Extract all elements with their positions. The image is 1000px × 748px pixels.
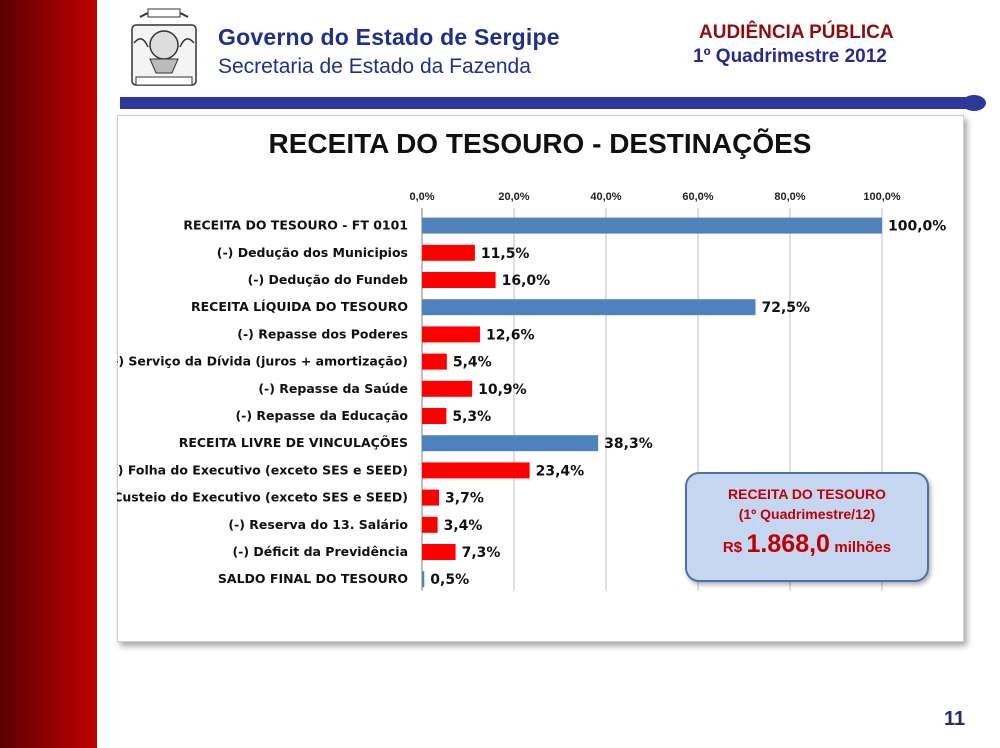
state-coat-of-arms-icon — [131, 8, 197, 86]
category-label: (-) Dedução do Fundeb — [248, 272, 408, 287]
category-label: (-) Dedução dos Municipios — [217, 245, 408, 260]
bar — [422, 544, 456, 560]
chart-title: RECEITA DO TESOURO - DESTINAÇÕES — [268, 128, 812, 159]
org-title: Governo do Estado de Sergipe — [218, 24, 560, 50]
data-label: 23,4% — [536, 463, 585, 479]
page-number: 11 — [944, 708, 966, 730]
x-tick-label: 60,0% — [682, 191, 713, 203]
callout-unit: milhões — [834, 539, 892, 556]
bar — [422, 244, 475, 261]
bar-chart: 0,0% 20,0% 40,0% 60,0% 80,0% 100,0% RECEITA DO… — [117, 191, 946, 591]
data-label: 3,4% — [444, 518, 483, 534]
data-label: 7,3% — [462, 545, 501, 561]
bar — [422, 299, 756, 316]
x-tick-label: 40,0% — [590, 191, 621, 203]
category-label: (-) Folha do Executivo (exceto SES e SEE… — [117, 462, 408, 477]
bar — [422, 272, 496, 288]
x-tick-label: 0,0% — [409, 191, 434, 203]
data-label: 0,5% — [430, 572, 469, 588]
data-label: 12,6% — [486, 327, 535, 343]
x-tick-label: 80,0% — [774, 191, 805, 203]
header-divider — [120, 95, 986, 111]
event-title: AUDIÊNCIA PÚBLICA — [699, 22, 894, 43]
category-label: RECEITA LÍQUIDA DO TESOURO — [191, 299, 408, 314]
category-label: (-) Serviço da Dívida (juros + amortizaç… — [117, 354, 408, 369]
category-label: (-) Repasse da Saúde — [258, 381, 408, 396]
data-label: 72,5% — [762, 300, 811, 316]
total-revenue-callout: RECEITA DO TESOURO (1º Quadrimestre/12) … — [685, 472, 929, 582]
callout-title: RECEITA DO TESOURO — [728, 486, 886, 502]
data-label: 16,0% — [502, 273, 551, 289]
data-label: 38,3% — [604, 436, 653, 452]
data-label: 3,7% — [445, 491, 484, 507]
event-subtitle: 1º Quadrimestre 2012 — [693, 46, 887, 67]
category-label: (-) Reserva do 13. Salário — [228, 517, 408, 532]
category-label: (-) Repasse dos Poderes — [237, 326, 408, 341]
category-label: RECEITA LIVRE DE VINCULAÇÕES — [179, 435, 408, 450]
category-label: (-) Custeio do Executivo (exceto SES e S… — [117, 490, 408, 505]
callout-period: (1º Quadrimestre/12) — [738, 506, 876, 522]
bar — [422, 380, 473, 397]
bar — [422, 462, 530, 479]
data-label: 100,0% — [888, 219, 946, 235]
data-label: 10,9% — [478, 382, 527, 398]
data-label: 5,3% — [452, 409, 491, 425]
x-tick-label: 100,0% — [863, 191, 901, 203]
bar — [422, 326, 480, 343]
bar — [422, 353, 447, 370]
bar — [422, 489, 440, 506]
callout-currency: R$ — [722, 539, 743, 556]
bar — [422, 516, 438, 533]
category-label: (-) Repasse da Educação — [235, 408, 408, 423]
data-label: 11,5% — [481, 246, 530, 262]
category-label: SALDO FINAL DO TESOURO — [218, 571, 408, 586]
side-decoration-bar — [0, 0, 97, 748]
callout-value: R$ 1.868,0 milhões — [687, 530, 927, 559]
category-label: RECEITA DO TESOURO - FT 0101 — [183, 218, 408, 233]
bar — [422, 435, 599, 452]
data-label: 5,4% — [453, 355, 492, 371]
callout-amount: 1.868,0 — [746, 530, 830, 558]
x-tick-label: 20,0% — [498, 191, 529, 203]
org-subtitle: Secretaria de Estado da Fazenda — [218, 55, 531, 78]
bar — [422, 217, 882, 234]
bar — [422, 571, 425, 588]
category-label: (-) Déficit da Previdência — [232, 544, 408, 559]
bar — [422, 408, 447, 424]
